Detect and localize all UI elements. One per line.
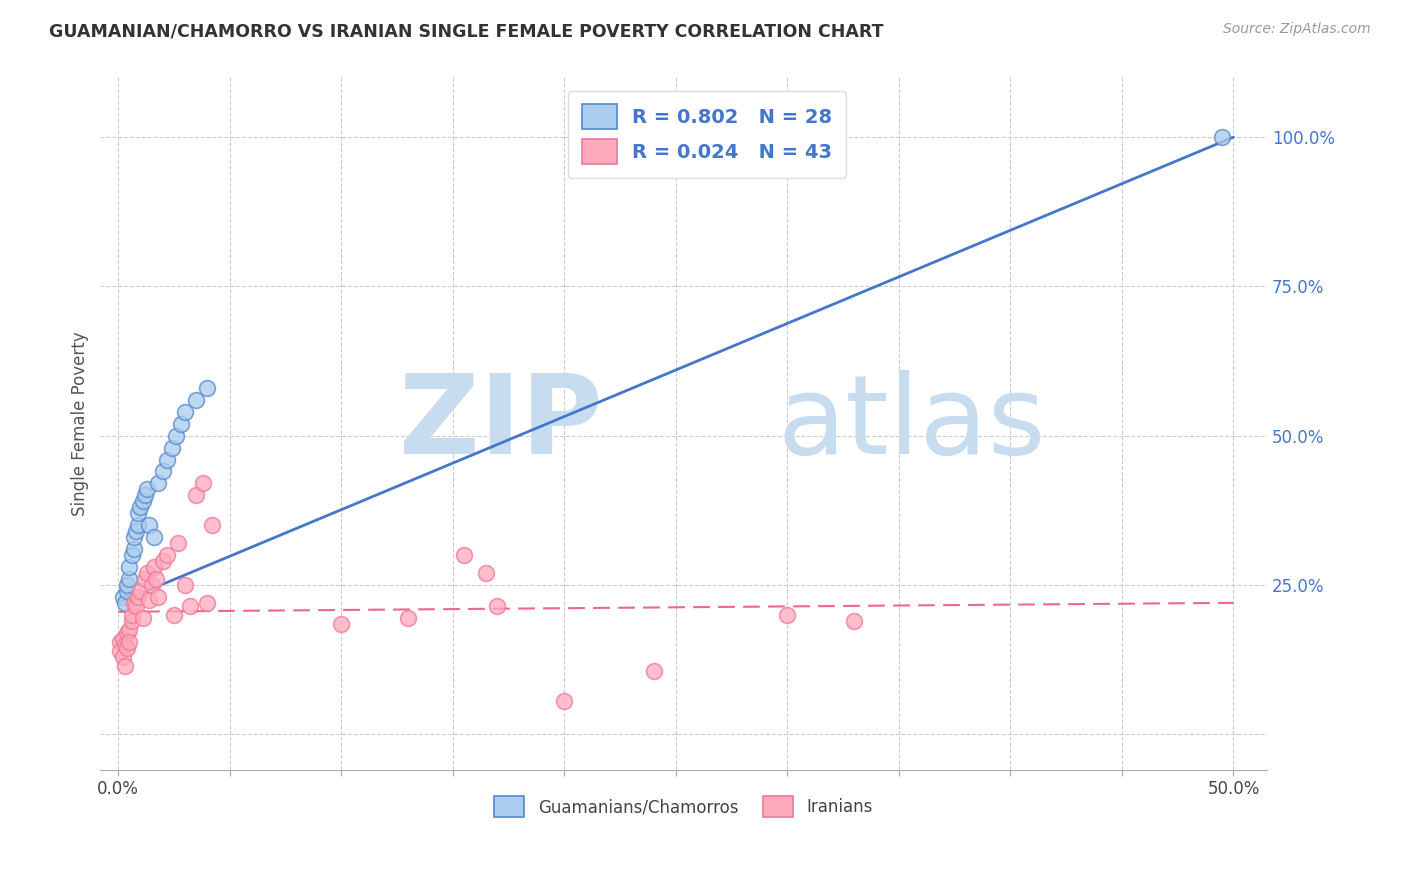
Point xyxy=(138,592,160,607)
Point xyxy=(486,599,509,613)
Point xyxy=(643,665,665,679)
Point xyxy=(111,649,134,664)
Point xyxy=(110,643,132,657)
Point xyxy=(134,488,156,502)
Point xyxy=(129,500,152,515)
Point xyxy=(148,590,170,604)
Point xyxy=(111,590,134,604)
Point xyxy=(148,476,170,491)
Point xyxy=(118,623,141,637)
Point xyxy=(115,583,138,598)
Point xyxy=(125,599,148,613)
Point xyxy=(115,578,138,592)
Text: atlas: atlas xyxy=(778,370,1046,477)
Point xyxy=(121,548,143,562)
Point xyxy=(132,494,155,508)
Point xyxy=(136,566,159,580)
Legend: Guamanians/Chamorros, Iranians: Guamanians/Chamorros, Iranians xyxy=(488,789,880,824)
Point xyxy=(127,506,149,520)
Point xyxy=(330,616,353,631)
Point xyxy=(136,483,159,497)
Point xyxy=(129,583,152,598)
Text: ZIP: ZIP xyxy=(398,370,602,477)
Y-axis label: Single Female Poverty: Single Female Poverty xyxy=(72,332,89,516)
Point xyxy=(169,417,191,431)
Point xyxy=(160,441,183,455)
Point xyxy=(191,476,214,491)
Point xyxy=(122,530,145,544)
Point xyxy=(118,634,141,648)
Point xyxy=(134,572,156,586)
Point xyxy=(197,381,219,395)
Point xyxy=(167,536,190,550)
Point xyxy=(111,632,134,646)
Point xyxy=(114,596,136,610)
Point xyxy=(179,599,201,613)
Point xyxy=(174,578,197,592)
Point xyxy=(844,614,866,628)
Point xyxy=(122,596,145,610)
Point xyxy=(115,625,138,640)
Point xyxy=(163,607,186,622)
Point xyxy=(114,658,136,673)
Point xyxy=(145,572,167,586)
Point xyxy=(132,611,155,625)
Point xyxy=(127,590,149,604)
Point xyxy=(142,530,165,544)
Point xyxy=(197,596,219,610)
Text: Source: ZipAtlas.com: Source: ZipAtlas.com xyxy=(1223,22,1371,37)
Point xyxy=(776,607,799,622)
Point xyxy=(118,572,141,586)
Point xyxy=(141,578,163,592)
Point xyxy=(138,518,160,533)
Point xyxy=(127,518,149,533)
Point xyxy=(121,614,143,628)
Point xyxy=(114,638,136,652)
Point xyxy=(125,524,148,538)
Point xyxy=(475,566,498,580)
Point xyxy=(122,542,145,557)
Point xyxy=(186,392,208,407)
Point xyxy=(152,554,174,568)
Point xyxy=(121,607,143,622)
Point xyxy=(1211,130,1233,145)
Point xyxy=(396,611,419,625)
Text: GUAMANIAN/CHAMORRO VS IRANIAN SINGLE FEMALE POVERTY CORRELATION CHART: GUAMANIAN/CHAMORRO VS IRANIAN SINGLE FEM… xyxy=(49,22,884,40)
Point xyxy=(115,640,138,655)
Point xyxy=(110,634,132,648)
Point xyxy=(186,488,208,502)
Point xyxy=(156,452,179,467)
Point xyxy=(453,548,475,562)
Point xyxy=(118,560,141,574)
Point xyxy=(152,465,174,479)
Point xyxy=(201,518,224,533)
Point xyxy=(553,694,575,708)
Point xyxy=(156,548,179,562)
Point xyxy=(165,428,187,442)
Point xyxy=(142,560,165,574)
Point xyxy=(174,405,197,419)
